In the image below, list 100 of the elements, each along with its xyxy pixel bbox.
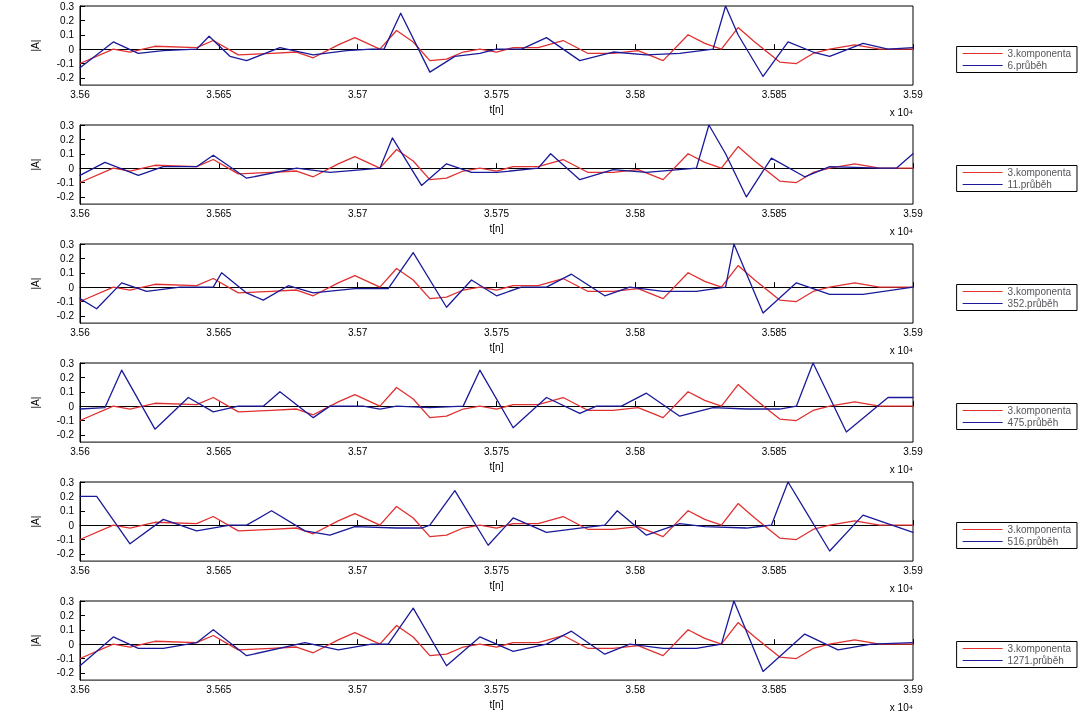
x-tick-label: 3.58 [625,207,646,219]
x-tick-label: 3.585 [761,326,788,338]
legend-label: 3.komponenta [1007,167,1072,178]
x-tick-label: 3.575 [483,564,510,576]
y-tick-label: 0.2 [60,133,75,145]
x-tick-label: 3.57 [347,326,368,338]
line-series [79,243,914,314]
x-tick-label: 3.57 [347,445,368,457]
x-tick-label: 3.58 [625,326,646,338]
legend-label: 3.komponenta [1007,48,1072,59]
y-axis-title: |A| [29,277,41,290]
legend-label: 6.průběh [1007,60,1048,71]
y-tick-label: 0.1 [60,386,75,398]
x-tick-label: 3.56 [70,445,91,457]
y-tick-label: -0.1 [56,534,75,546]
y-tick-label: 0 [68,519,75,531]
y-tick-label: 0.3 [60,357,75,369]
x-tick-label: 3.58 [625,683,646,695]
y-tick-label: -0.1 [56,653,75,665]
legend-label: 3.komponenta [1007,643,1072,654]
x-tick-label: 3.57 [347,683,368,695]
text: x 10⁴ [889,582,913,594]
text: x 10⁴ [889,106,913,118]
y-tick-label: 0.3 [60,238,75,250]
y-tick-label: 0.1 [60,505,75,517]
line-series [79,383,914,422]
x-tick-label: 3.575 [483,326,510,338]
line-series [79,502,914,541]
y-tick-label: 0.2 [60,371,75,383]
y-tick-label: -0.2 [56,548,75,560]
x-tick-label: 3.585 [761,207,788,219]
y-tick-label: 0.2 [60,14,75,26]
x-tick-label: 3.56 [70,88,91,100]
x-tick-label: 3.565 [206,683,232,695]
y-tick-label: -0.1 [56,296,75,308]
x-tick-label: 3.56 [70,207,91,219]
x-tick-label: 3.59 [903,564,924,576]
x-tick-label: 3.575 [483,445,510,457]
x-axis-title: t[n] [489,103,504,115]
x-tick-label: 3.58 [625,564,646,576]
y-tick-label: 0.2 [60,252,75,264]
x-tick-label: 3.59 [903,88,924,100]
x-axis-title: t[n] [489,222,504,234]
x-tick-label: 3.56 [70,326,91,338]
y-tick-label: 0.3 [60,0,75,12]
line-series [79,600,914,673]
legend-label: 3.komponenta [1007,524,1072,535]
x-tick-label: 3.565 [206,445,232,457]
line-series [79,26,914,65]
y-axis-title: |A| [29,39,41,52]
line-series [79,145,914,184]
line-series [79,362,914,433]
y-tick-label: -0.2 [56,72,75,84]
y-tick-label: 0.1 [60,267,75,279]
x-tick-label: 3.59 [903,683,924,695]
x-tick-label: 3.585 [761,683,788,695]
x-axis-title: t[n] [489,460,504,472]
x-tick-label: 3.565 [206,207,232,219]
x-tick-label: 3.565 [206,326,232,338]
y-tick-label: 0 [68,43,75,55]
x-tick-label: 3.57 [347,207,368,219]
text: x 10⁴ [889,225,913,237]
y-tick-label: 0.1 [60,29,75,41]
y-tick-label: 0.2 [60,490,75,502]
x-tick-label: 3.56 [70,564,91,576]
y-tick-label: 0 [68,162,75,174]
y-tick-label: 0.3 [60,119,75,131]
x-tick-label: 3.58 [625,445,646,457]
line-series [79,124,914,198]
y-axis-title: |A| [29,396,41,409]
x-tick-label: 3.565 [206,564,232,576]
x-tick-label: 3.585 [761,564,788,576]
y-tick-label: -0.1 [56,58,75,70]
y-axis-title: |A| [29,515,41,528]
line-series [79,621,914,660]
legend-label: 11.průběh [1007,179,1052,190]
x-tick-label: 3.57 [347,88,368,100]
legend-label: 516.průběh [1007,536,1059,547]
x-tick-label: 3.57 [347,564,368,576]
y-tick-label: -0.2 [56,667,75,679]
text: x 10⁴ [889,344,913,356]
y-axis-title: |A| [29,158,41,171]
legend-label: 475.průběh [1007,417,1059,428]
y-tick-label: 0.2 [60,609,75,621]
line-series [79,264,914,303]
text: x 10⁴ [889,701,913,713]
x-tick-label: 3.575 [483,88,510,100]
y-tick-label: 0.3 [60,595,75,607]
y-tick-label: -0.1 [56,415,75,427]
x-tick-label: 3.56 [70,683,91,695]
y-tick-label: 0 [68,400,75,412]
y-tick-label: -0.2 [56,191,75,203]
x-tick-label: 3.59 [903,326,924,338]
y-tick-label: -0.1 [56,177,75,189]
y-tick-label: 0 [68,281,75,293]
x-tick-label: 3.59 [903,445,924,457]
legend-label: 1271.průběh [1007,655,1064,666]
x-axis-title: t[n] [489,579,504,591]
y-tick-label: 0.1 [60,624,75,636]
y-tick-label: 0.1 [60,148,75,160]
